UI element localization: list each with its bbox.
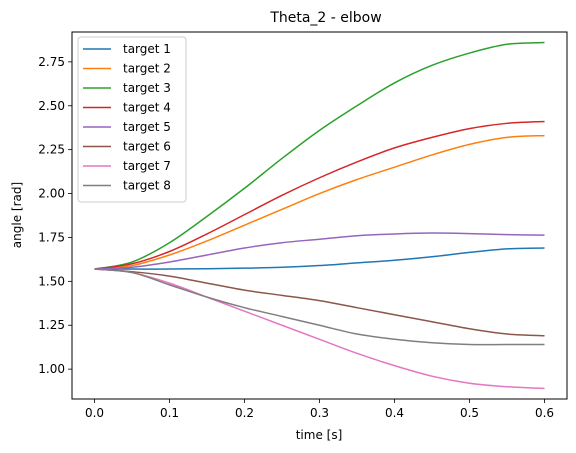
legend: target 1 target 2 target 3 target 4 target 5…	[77, 36, 187, 203]
legend-box	[77, 36, 187, 203]
x-tick-label: 0.0	[85, 406, 104, 420]
x-tick-label: 0.6	[535, 406, 554, 420]
y-tick-label: 1.00	[38, 362, 65, 376]
y-tick-label: 2.75	[38, 55, 65, 69]
legend-label: target 2	[123, 62, 171, 76]
y-tick-label: 2.50	[38, 99, 65, 113]
series-line-target-2	[94, 134, 545, 270]
x-tick-label: 0.4	[385, 406, 404, 420]
legend-label: target 6	[123, 140, 171, 154]
series-line-target-3	[94, 41, 545, 270]
y-axis-label: angle [rad]	[10, 182, 24, 248]
x-axis-label: time [s]	[296, 428, 343, 442]
series-line-target-6	[94, 268, 545, 337]
y-tick-label: 1.75	[38, 230, 65, 244]
y-tick-label: 1.50	[38, 274, 65, 288]
legend-label: target 3	[123, 81, 171, 95]
y-tick-label: 2.00	[38, 187, 65, 201]
series-line-target-8	[94, 268, 545, 346]
legend-label: target 5	[123, 120, 171, 134]
chart-title: Theta_2 - elbow	[269, 10, 381, 26]
x-tick-label: 0.1	[160, 406, 179, 420]
y-tick-label: 1.25	[38, 318, 65, 332]
x-tick-label: 0.5	[460, 406, 479, 420]
legend-label: target 7	[123, 159, 171, 173]
legend-label: target 1	[123, 42, 171, 56]
y-axis-ticks: 1.00 1.25 1.50 1.75 2.00 2.25 2.50 2.75	[38, 55, 72, 376]
series-layer	[94, 41, 545, 390]
legend-label: target 4	[123, 101, 171, 115]
series-line-target-7	[94, 268, 545, 390]
x-tick-label: 0.2	[235, 406, 254, 420]
legend-label: target 8	[123, 179, 171, 193]
x-tick-label: 0.3	[310, 406, 329, 420]
x-axis-ticks: 0.0 0.1 0.2 0.3 0.4 0.5 0.6	[85, 399, 554, 420]
series-line-target-5	[94, 232, 545, 270]
plot-frame	[71, 31, 568, 400]
series-line-target-1	[94, 247, 545, 270]
y-tick-label: 2.25	[38, 143, 65, 157]
series-line-target-4	[94, 120, 545, 270]
